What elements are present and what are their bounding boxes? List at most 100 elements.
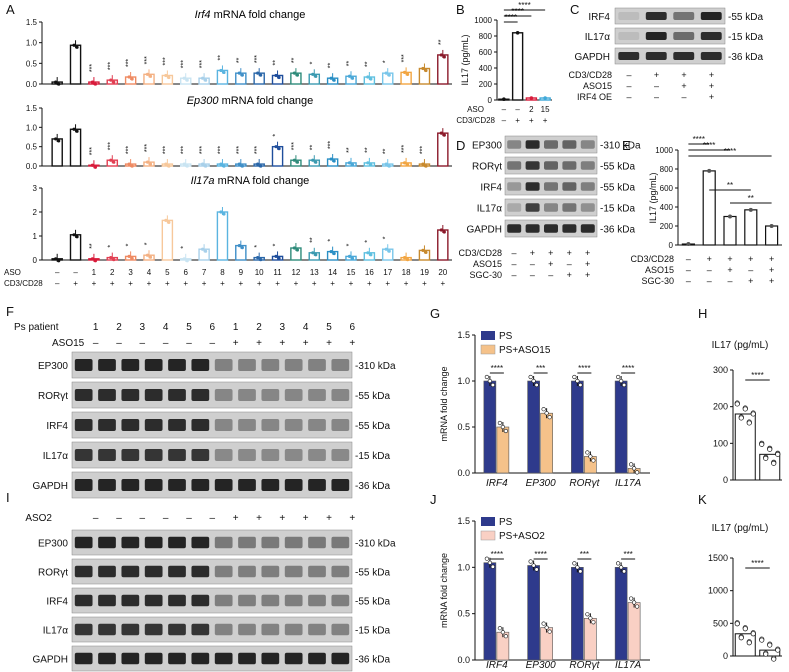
i-aso-cell: – xyxy=(116,513,122,524)
f-blot-band xyxy=(74,479,93,491)
b-sig-label: **** xyxy=(518,1,530,10)
j-point xyxy=(622,569,627,574)
g-sig-label: **** xyxy=(622,364,634,373)
j-point xyxy=(487,560,492,565)
a-point xyxy=(350,256,355,260)
a-point xyxy=(350,163,355,167)
f-blot-band xyxy=(331,389,350,401)
i-blot-band xyxy=(238,652,256,665)
f-blot-band xyxy=(74,419,93,431)
g-bar xyxy=(483,380,497,474)
a-point xyxy=(57,82,61,86)
a-sig-label: * xyxy=(273,243,280,246)
k-sig-label: **** xyxy=(751,559,763,568)
h-ytick-label: 100 xyxy=(713,438,728,448)
f-aso-cell: – xyxy=(210,338,216,349)
g-point xyxy=(572,374,577,380)
j-bar xyxy=(614,567,628,661)
e-cond-cell: + xyxy=(769,254,774,264)
f-blot-band xyxy=(238,479,256,491)
g-point xyxy=(503,428,508,434)
f-blot-band xyxy=(238,449,256,461)
f-row-label: IRF4 xyxy=(46,421,68,432)
e-cond-cell: + xyxy=(769,276,774,286)
a-point xyxy=(203,249,208,253)
k-point xyxy=(750,631,756,637)
i-blot-band xyxy=(331,594,350,607)
a-point xyxy=(424,164,428,168)
c-cond-cell: – xyxy=(626,70,631,80)
k-point xyxy=(763,651,769,657)
f-blot-band xyxy=(98,449,116,461)
f-blot-band xyxy=(121,419,140,431)
a-point xyxy=(274,73,278,78)
g-ylabel: mRNA fold change xyxy=(439,366,449,441)
f-blot-band xyxy=(261,359,280,371)
j-point xyxy=(635,604,640,609)
a-aso-cell: 19 xyxy=(420,268,429,277)
a-point xyxy=(130,256,134,260)
i-aso-cell: – xyxy=(210,513,216,524)
j-legend-label: PS xyxy=(499,517,513,528)
g-ytick-label: 0.5 xyxy=(457,422,470,432)
a-point xyxy=(54,137,58,141)
a-aso-cell: 12 xyxy=(291,268,300,277)
i-blot-strip xyxy=(71,558,353,585)
f-aso-cell: – xyxy=(116,338,122,349)
a-point xyxy=(237,244,241,248)
i-blot-band xyxy=(98,536,116,549)
c-cond-cell: + xyxy=(709,81,714,91)
a-point xyxy=(442,55,446,59)
a-bar xyxy=(216,211,229,261)
a-point xyxy=(295,160,300,164)
a-aso-cell: 16 xyxy=(365,268,374,277)
c-blot-band xyxy=(618,12,640,20)
i-blot-band xyxy=(144,536,163,549)
e-cond-cell: + xyxy=(748,276,753,286)
i-blot-band xyxy=(168,594,186,607)
k-title: IL17 (pg/mL) xyxy=(712,523,769,534)
h-sig-label: **** xyxy=(751,371,763,380)
a-point xyxy=(421,66,425,71)
g-point xyxy=(534,382,539,388)
f-patient-cell: 1 xyxy=(93,322,99,333)
a-point xyxy=(75,129,79,133)
d-kda-label: -310 kDa xyxy=(600,141,641,152)
c-blot-band xyxy=(645,12,667,20)
i-blot-band xyxy=(121,536,140,549)
g-point xyxy=(547,415,552,420)
a-cd-cell: + xyxy=(404,279,409,288)
i-blot-band xyxy=(74,652,93,665)
b-ytick-label: 400 xyxy=(479,64,493,73)
a-sig-label: ** xyxy=(217,55,224,61)
a-point xyxy=(240,164,244,168)
d-blot-band xyxy=(562,203,577,212)
a-cd-cell: + xyxy=(312,279,317,288)
d-cond-cell: – xyxy=(530,270,535,280)
f-patient-cell: 5 xyxy=(326,322,332,333)
f-aso-cell: – xyxy=(93,338,99,349)
a-point xyxy=(332,252,336,256)
panel-label-I: I xyxy=(6,490,10,505)
h-ytick-label: 0 xyxy=(723,475,728,485)
f-blot-band xyxy=(284,449,303,461)
panel-label-D: D xyxy=(456,138,465,153)
a-point xyxy=(259,164,263,168)
a-sig-label: ** xyxy=(346,147,353,153)
h-bar xyxy=(734,413,756,481)
a-point xyxy=(332,78,336,82)
c-blot-band xyxy=(673,52,695,60)
i-blot-band xyxy=(191,594,210,607)
i-aso-cell: – xyxy=(140,513,146,524)
a-sig-label: *** xyxy=(107,62,114,70)
f-blot-band xyxy=(214,479,233,491)
g-point xyxy=(588,454,593,459)
panel-label-C: C xyxy=(570,2,579,17)
i-blot-band xyxy=(191,536,210,549)
a-point xyxy=(127,162,131,166)
panel-label-G: G xyxy=(430,306,440,321)
a-sig-label: * xyxy=(383,60,390,63)
a-ytick-label: 0 xyxy=(33,256,38,265)
i-blot-band xyxy=(308,565,326,578)
e-sig-label: ** xyxy=(727,181,733,190)
